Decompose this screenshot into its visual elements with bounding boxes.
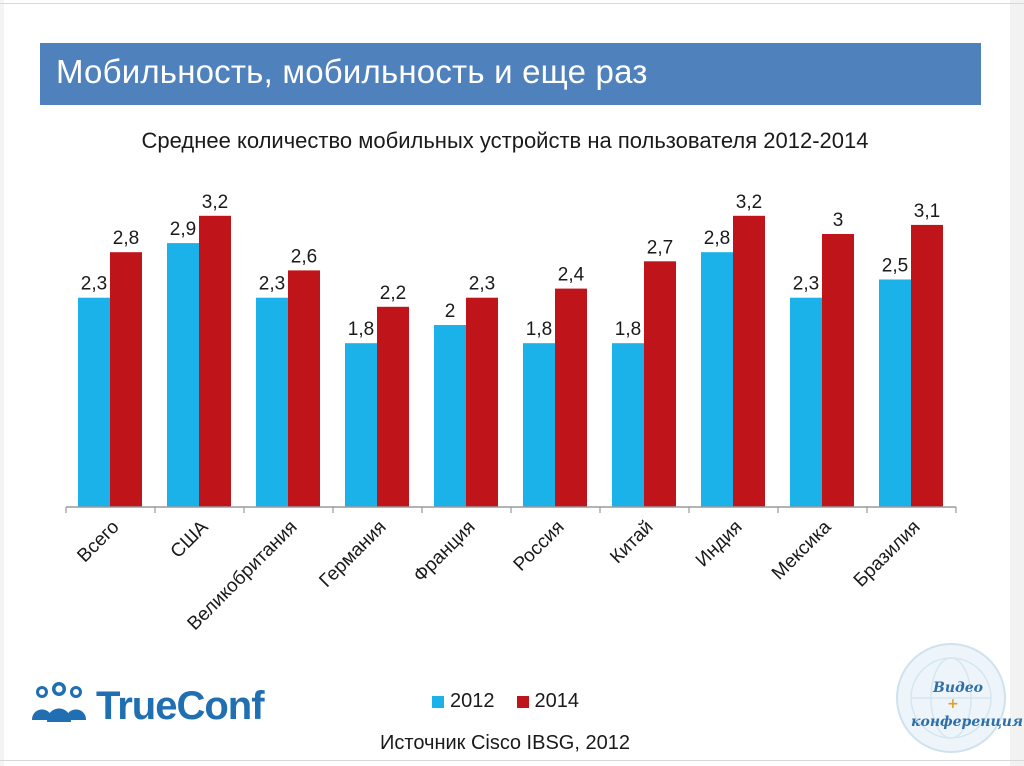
trueconf-logo: TrueConf xyxy=(28,680,265,732)
bar-2014-1 xyxy=(110,252,142,507)
bar-2012-10 xyxy=(879,279,911,507)
legend-label-2012: 2012 xyxy=(450,690,495,712)
data-label-2012-6: 1,8 xyxy=(526,319,552,340)
data-label-2012-9: 2,3 xyxy=(793,274,819,295)
data-label-2012-8: 2,8 xyxy=(704,228,730,249)
x-tick-label: Германия xyxy=(315,517,390,592)
slide-title: Мобильность, мобильность и еще раз xyxy=(56,53,648,90)
bar-2014-7 xyxy=(644,261,676,507)
data-label-2014-8: 3,2 xyxy=(736,192,762,213)
x-tick-label: Китай xyxy=(606,517,657,568)
bar-2014-5 xyxy=(466,297,498,507)
chart-title: Среднее количество мобильных устройств н… xyxy=(141,128,869,153)
bar-chart: 2,32,8Всего2,93,2США2,32,6Великобритания… xyxy=(65,192,957,635)
bar-2012-1 xyxy=(78,297,110,507)
frame-left-edge xyxy=(0,0,4,766)
stamp-line-2: конференция xyxy=(911,714,1024,730)
bar-2012-9 xyxy=(790,297,822,507)
legend-swatch-2014 xyxy=(516,695,529,708)
chart-legend: 2012 2014 xyxy=(432,690,601,713)
x-tick-label: США xyxy=(167,516,213,562)
legend-item-2014: 2014 xyxy=(516,690,580,713)
x-tick-label: Франция xyxy=(410,517,480,587)
data-label-2012-3: 2,3 xyxy=(259,274,285,295)
bar-2014-10 xyxy=(911,224,943,507)
bar-2014-2 xyxy=(199,215,231,508)
data-label-2012-7: 1,8 xyxy=(615,319,641,340)
video-conference-stamp: Видео + конференция xyxy=(895,640,1023,761)
data-label-2014-5: 2,3 xyxy=(469,274,495,295)
people-icon xyxy=(32,682,86,722)
data-label-2012-5: 2 xyxy=(445,301,456,322)
bar-2012-2 xyxy=(167,243,199,507)
data-label-2012-4: 1,8 xyxy=(348,319,374,340)
legend-swatch-2012 xyxy=(432,695,444,708)
bar-2012-3 xyxy=(256,297,288,507)
x-tick-label: Мексика xyxy=(768,516,836,584)
x-tick-label: Бразилия xyxy=(850,517,925,592)
data-label-2014-7: 2,7 xyxy=(647,237,673,258)
data-label-2012-1: 2,3 xyxy=(81,274,107,295)
data-label-2014-4: 2,2 xyxy=(380,283,406,304)
data-label-2012-10: 2,5 xyxy=(882,256,908,277)
data-label-2014-1: 2,8 xyxy=(113,228,139,249)
globe-icon xyxy=(896,643,1006,753)
x-tick-label: Россия xyxy=(510,517,569,576)
frame-top-line xyxy=(0,3,1024,4)
bar-2012-5 xyxy=(434,325,466,507)
data-label-2014-3: 2,6 xyxy=(291,246,317,267)
data-label-2014-9: 3 xyxy=(833,210,844,231)
x-tick-label: Индия xyxy=(692,517,747,572)
stamp-line-1: Видео xyxy=(933,680,983,696)
frame-right-edge xyxy=(1010,0,1024,766)
legend-item-2012: 2012 xyxy=(432,690,495,713)
bar-2014-9 xyxy=(822,234,854,507)
logo-wordmark: TrueConf xyxy=(96,683,265,728)
source-note: Источник Cisco IBSG, 2012 xyxy=(380,732,630,754)
bar-2014-4 xyxy=(377,306,409,507)
data-label-2014-6: 2,4 xyxy=(558,265,585,286)
frame-bottom-line xyxy=(0,760,1024,761)
stamp-plus: + xyxy=(947,696,959,712)
bar-2012-6 xyxy=(523,343,555,507)
bar-2014-8 xyxy=(733,215,765,508)
bar-2012-8 xyxy=(701,252,733,507)
legend-label-2014: 2014 xyxy=(534,690,580,712)
x-tick-label: Всего xyxy=(73,517,123,567)
bar-2012-7 xyxy=(612,343,644,507)
data-label-2014-2: 3,2 xyxy=(202,192,228,213)
data-label-2014-10: 3,1 xyxy=(914,201,940,222)
bar-2014-3 xyxy=(288,270,320,507)
bar-2014-6 xyxy=(555,288,587,507)
data-label-2012-2: 2,9 xyxy=(170,219,196,240)
slide-title-bar: Мобильность, мобильность и еще раз xyxy=(40,43,981,105)
bar-2012-4 xyxy=(345,343,377,507)
